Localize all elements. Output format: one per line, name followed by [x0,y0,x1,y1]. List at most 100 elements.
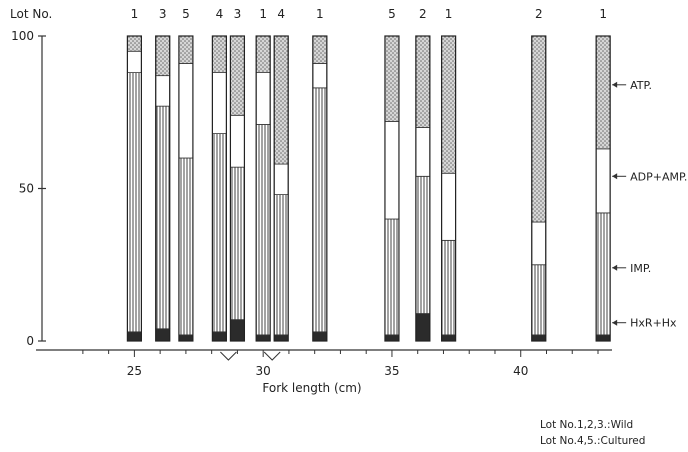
group-bracket [220,351,237,361]
bar-column [531,35,547,342]
bar-segment-hxr-hx [211,331,227,342]
bar-segment-adp-amp [178,63,194,159]
bar-segment-atp [531,35,547,223]
lot-label: 1 [599,7,607,21]
bar-outline [273,35,289,342]
x-axis-label: Fork length (cm) [262,381,361,395]
y-tick-label: 0 [26,334,34,348]
bar-outline [384,35,400,342]
y-tick-label: 50 [19,182,34,196]
bar-column [595,35,611,342]
lot-label: 5 [388,7,396,21]
series-label: ADP+AMP. [630,170,687,183]
bar-outline [255,35,271,342]
x-tick-label: 30 [256,364,271,378]
bar-segment-hxr-hx [531,334,547,342]
bar-segment-atp [126,35,142,52]
bar-segment-hxr-hx [178,334,194,342]
bar-column [273,35,289,342]
lot-label: 2 [535,7,543,21]
lot-label: 2 [419,7,427,21]
bar-segment-imp [531,264,547,336]
bar-segment-adp-amp [312,63,328,89]
series-label: ATP. [630,79,652,92]
series-labels: ATP. ADP+AMP. IMP. HxR+Hx [612,79,687,330]
bar-segment-imp [595,212,611,336]
series-arrow [612,319,618,326]
bar-column [384,35,400,342]
bar-column [126,35,142,342]
bar-segment-hxr-hx [273,334,289,342]
y-axis: 0 50 100 [11,29,46,348]
bar-column [178,35,194,342]
bar-segment-atp [273,35,289,165]
lot-label: 1 [316,7,324,21]
bar-segment-atp [595,35,611,150]
bar-column [211,35,227,342]
bar-column [312,35,328,342]
lot-label: 4 [277,7,285,21]
bar-outline [595,35,611,342]
bar-segment-imp [211,133,227,333]
bar-segment-atp [255,35,271,73]
bar-column [415,35,431,342]
bar-segment-hxr-hx [384,334,400,342]
bar-segment-imp [155,105,171,330]
bar-segment-adp-amp [155,75,171,107]
x-tick-label: 40 [513,364,528,378]
bar-segment-atp [415,35,431,128]
lot-label: 1 [259,7,267,21]
bar-column [255,35,271,342]
y-tick-label: 100 [11,29,34,43]
bar-outline [211,35,227,342]
bar-segment-hxr-hx [126,331,142,342]
bar-segment-adp-amp [211,72,227,134]
bar-segment-atp [211,35,227,73]
bar-outline [178,35,194,342]
bar-segment-hxr-hx [415,313,431,342]
bar-outline [441,35,457,342]
bar-segment-adp-amp [595,148,611,214]
series-arrow [612,173,618,180]
bar-segment-imp [384,218,400,336]
series-label: HxR+Hx [630,317,677,330]
bar-column [441,35,457,342]
bar-segment-adp-amp [126,50,142,74]
lot-label: 5 [182,7,190,21]
bar-segment-atp [312,35,328,64]
bar-segment-atp [178,35,194,64]
bar-segment-hxr-hx [441,334,457,342]
bar-segment-imp [255,124,271,336]
bar-segment-imp [178,157,194,336]
bar-segment-adp-amp [384,121,400,220]
lot-label: 4 [216,7,224,21]
bar-segment-adp-amp [230,114,245,168]
series-label: IMP. [630,262,651,275]
bar-segment-atp [155,35,171,77]
bar-segment-imp [312,87,328,333]
bar-outline [229,35,246,342]
bar-segment-hxr-hx [155,328,171,342]
x-tick-label: 25 [127,364,142,378]
lot-label: 3 [159,7,167,21]
bar-outline [415,35,431,342]
bar-segment-imp [230,166,245,321]
lot-header: Lot No. [10,7,52,21]
bar-segment-imp [415,175,431,314]
bar-column [155,35,171,342]
bar-segment-adp-amp [273,163,289,196]
note-cultured: Lot No.4,5.:Cultured [540,435,645,447]
note-wild: Lot No.1,2,3.:Wild [540,419,633,431]
bar-segment-adp-amp [255,72,271,125]
group-bracket [263,351,281,361]
series-arrow [612,264,618,271]
x-axis: 25 30 35 40 [36,349,612,378]
bar-segment-hxr-hx [595,334,611,342]
series-arrow [612,81,618,88]
lot-label: 3 [234,7,242,21]
lot-label: 1 [445,7,453,21]
bar-outline [531,35,547,342]
bar-outline [312,35,328,342]
bar-segment-atp [441,35,457,174]
